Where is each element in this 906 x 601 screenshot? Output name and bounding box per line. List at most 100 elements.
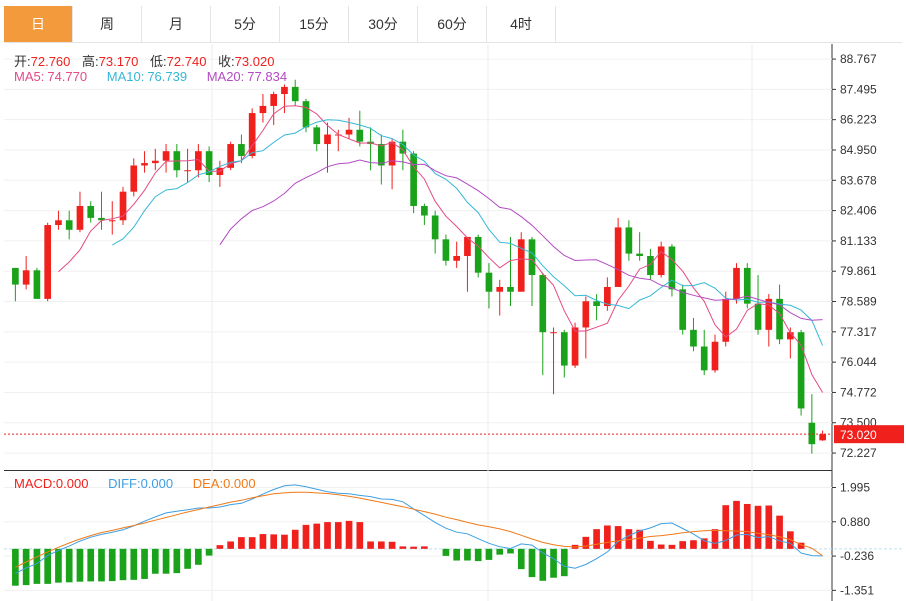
ma10-legend: MA10: 76.739	[107, 69, 195, 84]
tab-5min[interactable]: 5分	[211, 6, 280, 42]
macd-bar	[108, 548, 116, 582]
tab-60min[interactable]: 60分	[418, 6, 487, 42]
macd-bar	[162, 548, 170, 574]
candle-up	[614, 227, 622, 287]
candle-up	[259, 105, 267, 114]
macd-bar	[22, 548, 30, 586]
macd-bar	[421, 546, 428, 549]
high-label: 高:	[82, 54, 99, 69]
macd-bar	[399, 546, 407, 549]
macd-legend: MACD:0.000 DIFF:0.000 DEA:0.000	[14, 476, 272, 491]
candle-down	[33, 270, 41, 299]
macd-bar	[33, 548, 41, 584]
macd-lines	[15, 484, 823, 574]
moving-average-lines	[58, 105, 824, 393]
candle-down	[87, 205, 95, 218]
candle-up	[571, 327, 579, 366]
macd-bar	[560, 548, 568, 577]
macd-tick-label: -1.351	[840, 583, 874, 597]
candle-up	[281, 86, 288, 95]
macd-bar	[345, 520, 353, 549]
macd-bar	[722, 505, 730, 549]
macd-bar	[151, 548, 159, 574]
candle-up	[227, 144, 234, 168]
ma10-label: MA10:	[106, 69, 145, 84]
macd-tick-label: 0.880	[840, 515, 870, 529]
candle-up	[496, 286, 504, 292]
macd-histogram	[12, 500, 805, 586]
candle-down	[302, 101, 310, 128]
candle-down	[356, 129, 364, 142]
macd-bar	[119, 548, 127, 581]
ohlc-legend: 开:72.760 高:73.170 低:72.740 收:73.020	[14, 51, 282, 70]
candlesticks	[12, 79, 826, 454]
macd-bar	[485, 548, 493, 560]
candle-down	[421, 205, 428, 216]
candle-down	[647, 256, 654, 276]
macd-bar	[195, 548, 202, 565]
macd-bar	[216, 545, 224, 549]
close-value: 73.020	[234, 54, 275, 69]
candle-up	[184, 170, 191, 172]
diff-legend-item: DIFF:0.000	[108, 476, 181, 491]
price-tick-label: 84.950	[840, 143, 877, 157]
candle-up	[162, 151, 170, 161]
macd-bar	[205, 548, 213, 556]
candle-down	[625, 227, 633, 254]
macd-bar	[496, 548, 504, 555]
macd-bar	[302, 524, 310, 549]
price-tick-label: 86.223	[840, 113, 877, 127]
macd-bar	[625, 529, 633, 549]
tab-30min[interactable]: 30分	[349, 6, 418, 42]
macd-bar	[248, 537, 256, 549]
macd-bar	[765, 505, 773, 549]
macd-bar	[754, 505, 762, 549]
tab-15min[interactable]: 15分	[280, 6, 349, 42]
candle-down	[205, 151, 213, 176]
macd-bar	[76, 548, 84, 582]
low-label: 低:	[150, 54, 167, 69]
price-tick-label: 88.767	[840, 52, 877, 66]
macd-bar	[711, 529, 719, 549]
candle-up	[819, 434, 826, 441]
candle-up	[119, 191, 127, 221]
macd-bar	[507, 548, 514, 554]
macd-bar	[636, 529, 643, 549]
price-tick-label: 82.406	[840, 204, 877, 218]
candle-down	[238, 144, 245, 156]
candle-down	[12, 267, 19, 285]
macd-bar	[55, 548, 62, 583]
diff-line	[15, 484, 823, 574]
macd-bar	[517, 548, 525, 570]
candle-up	[464, 236, 471, 256]
candle-up	[44, 225, 52, 299]
candle-down	[593, 301, 600, 307]
candle-up	[151, 160, 159, 164]
candle-up	[345, 129, 353, 135]
tab-4hour[interactable]: 4时	[487, 6, 556, 42]
candle-down	[679, 289, 687, 330]
candle-up	[141, 163, 148, 166]
macd-bar	[356, 522, 364, 549]
candle-up	[130, 165, 138, 192]
dea-legend-item: DEA:0.000	[193, 476, 264, 491]
macd-bar	[281, 534, 288, 549]
macd-bar	[65, 548, 73, 583]
candle-down	[410, 153, 417, 206]
candle-down	[754, 303, 762, 330]
tab-day[interactable]: 日	[4, 6, 73, 42]
close-label: 收:	[218, 54, 235, 69]
macd-bar	[388, 541, 396, 549]
tab-week[interactable]: 周	[73, 6, 142, 42]
macd-bar	[44, 548, 52, 584]
macd-bar	[184, 548, 191, 569]
candle-down	[377, 144, 385, 166]
period-tabs: 日 周 月 5分 15分 30分 60分 4时	[4, 6, 902, 43]
candle-up	[657, 246, 665, 276]
candle-up	[108, 220, 116, 222]
macd-bar	[227, 541, 234, 549]
candle-up	[765, 298, 773, 330]
ma20-legend: MA20: 77.834	[207, 69, 295, 84]
tab-month[interactable]: 月	[142, 6, 211, 42]
